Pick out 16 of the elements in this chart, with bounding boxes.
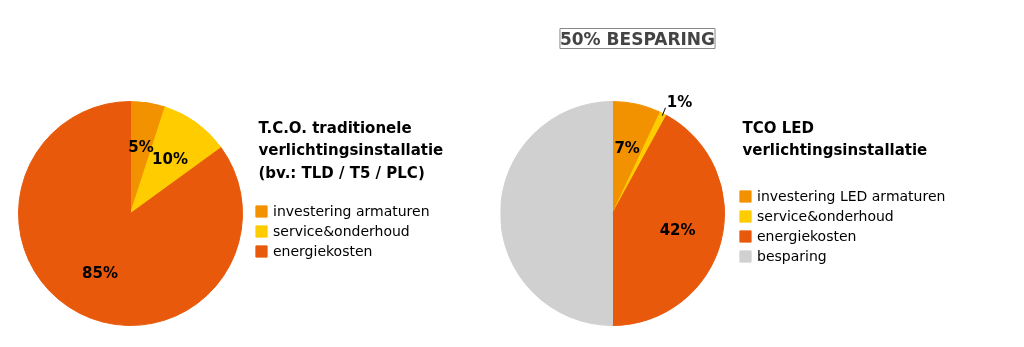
legend-label: service&onderhoud — [757, 208, 894, 224]
data-label: 7% — [614, 138, 640, 157]
legend-label: energiekosten — [757, 228, 857, 244]
data-label: 42% — [659, 221, 696, 240]
legend-label: energiekosten — [273, 243, 373, 259]
data-label: 85% — [82, 264, 118, 283]
legend-label: service&onderhoud — [273, 223, 410, 239]
data-label: 5% — [128, 138, 154, 157]
legend-label: investering armaturen — [273, 203, 430, 219]
data-label: 1% — [666, 92, 693, 111]
legend-label: besparing — [757, 248, 827, 264]
text: T.C.O. traditionele verlichtingsinstallatie (bv.: TLD / T5 / PLC) — [258, 118, 444, 182]
legend-label: investering LED armaturen — [757, 188, 946, 204]
text: 50% BESPARING — [559, 28, 716, 49]
text: TCO LED verlichtingsinstallatie — [742, 118, 928, 159]
data-label: 10% — [152, 150, 188, 169]
